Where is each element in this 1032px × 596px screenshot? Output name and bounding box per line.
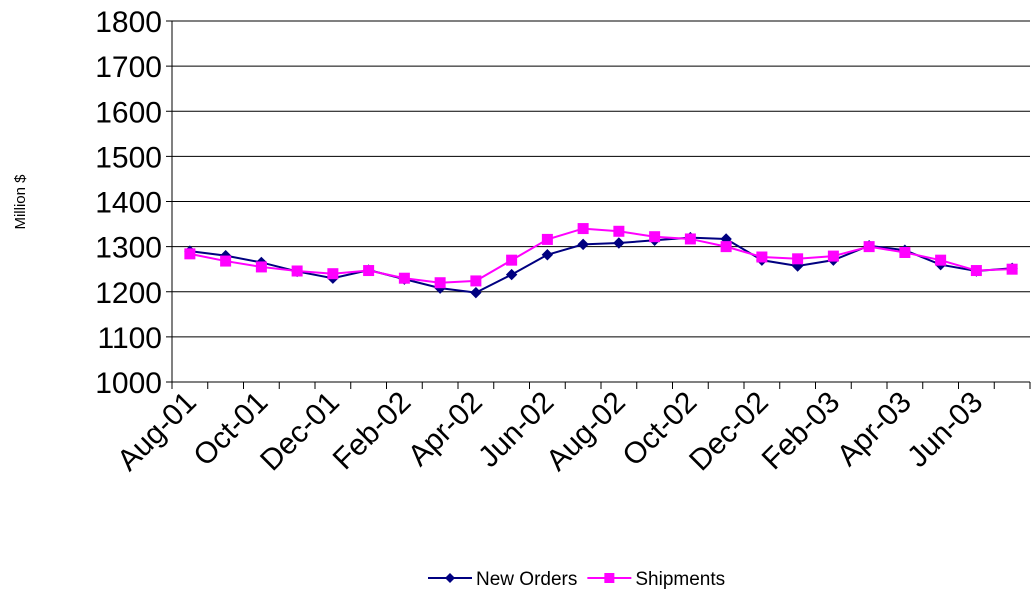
data-point [720,241,732,253]
data-point [756,251,768,263]
x-tick-labels: Aug-01Oct-01Dec-01Feb-02Apr-02Jun-02Aug-… [111,386,989,478]
x-tick-label: Feb-03 [756,386,847,477]
data-point [505,268,518,281]
data-point [291,265,303,277]
data-point [649,231,661,243]
data-point [935,254,947,266]
y-tick-label: 1000 [95,367,162,400]
x-tick-label: Jun-03 [901,386,989,474]
x-tick-label: Apr-03 [831,386,918,473]
data-point [255,261,267,273]
data-point [506,254,518,266]
x-tick-label: Feb-02 [327,386,418,477]
legend-marker [604,573,615,583]
data-point [577,223,589,235]
data-point [470,286,482,299]
data-point [541,249,554,261]
series-shipments [184,223,1018,289]
data-point [1006,263,1018,275]
y-tick-label: 1200 [95,277,162,310]
data-point [541,233,553,245]
data-point [899,246,911,258]
y-tick-label: 1100 [97,322,162,355]
y-tick-label: 1500 [95,141,162,174]
data-point [792,253,804,265]
axes [171,21,1031,389]
x-tick-label: Apr-02 [402,386,489,473]
data-point [577,238,589,251]
data-point [863,241,875,253]
data-point [327,268,339,280]
y-tick-label: 1600 [95,96,162,129]
series-line [189,236,1013,294]
y-axis-label: Million $ [12,174,29,230]
x-tick-label: Dec-02 [683,386,775,478]
x-tick-label: Aug-02 [540,386,632,478]
legend-item: New Orders [428,569,577,590]
data-point [613,237,625,249]
x-tick-label: Dec-01 [254,386,346,478]
data-point [184,248,196,260]
y-tick-labels: 1000 1100 1200 1300 1400 1500 1600 1700 1800 [95,6,162,400]
legend-marker [445,573,455,583]
data-point [363,265,375,277]
y-tick-label: 1800 [95,6,162,39]
series-line [189,227,1013,284]
data-point [434,277,446,289]
series-group [184,223,1018,299]
data-point [613,225,625,237]
legend-item: Shipments [587,569,725,590]
gridlines [166,20,1030,383]
legend: New Orders Shipments [428,569,725,590]
legend-label: Shipments [635,569,725,590]
y-tick-label: 1300 [95,232,162,265]
data-point [684,233,696,245]
data-point [398,272,410,284]
data-point [220,255,232,267]
y-tick-label: 1400 [95,187,162,220]
y-tick-label: 1700 [95,51,162,84]
legend-label: New Orders [476,569,577,590]
data-point [470,275,482,287]
series-new-orders [184,231,1018,299]
data-point [827,250,839,262]
data-point [970,265,982,277]
